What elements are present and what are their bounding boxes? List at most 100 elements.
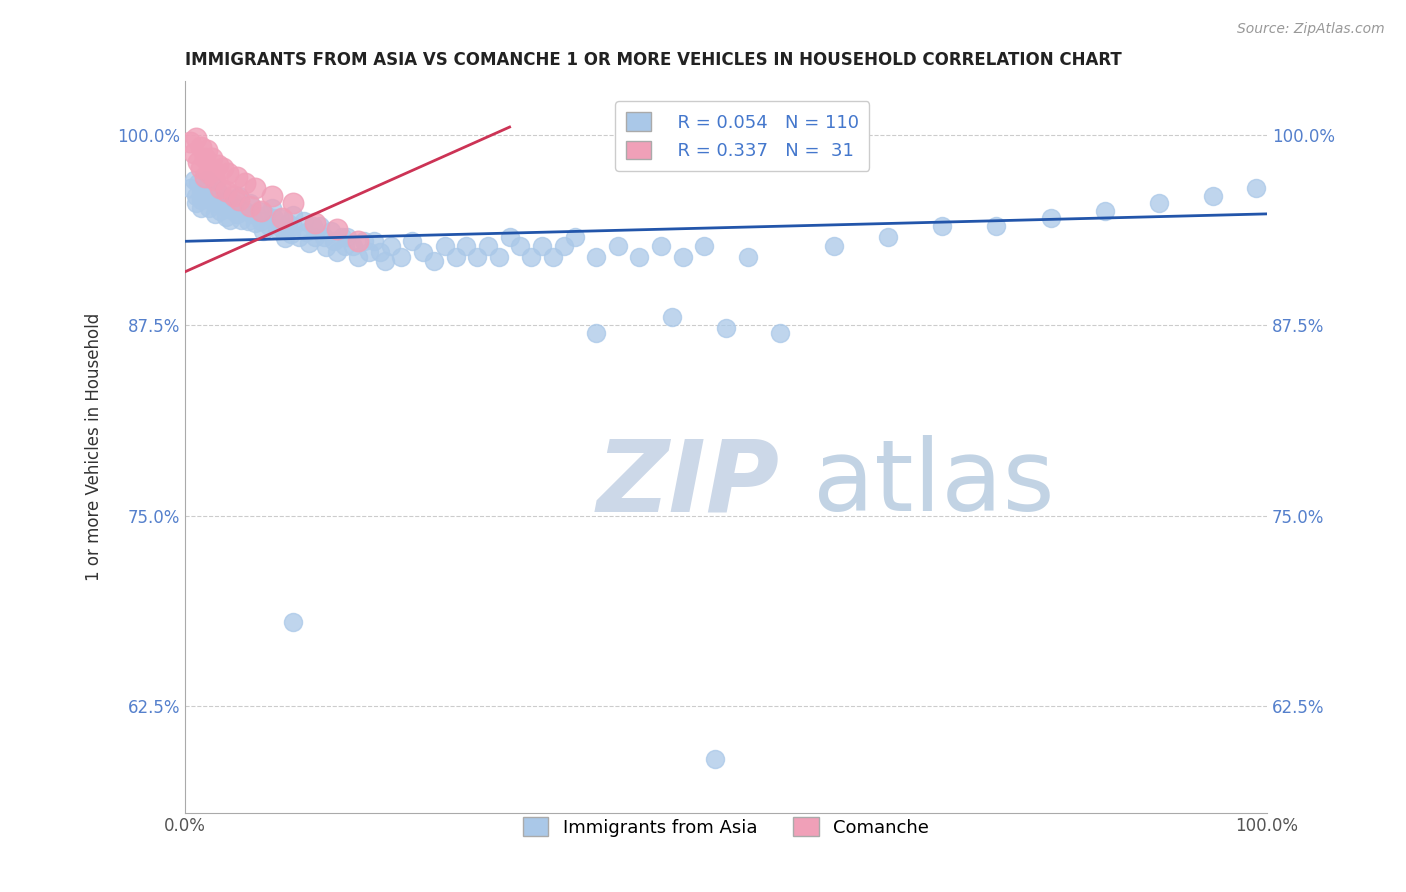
Point <box>193 192 215 206</box>
Point <box>553 239 575 253</box>
Point <box>226 207 249 221</box>
Point <box>325 222 347 236</box>
Point <box>304 216 326 230</box>
Point <box>193 151 215 165</box>
Point <box>1202 188 1225 202</box>
Point <box>263 211 285 226</box>
Point <box>228 193 250 207</box>
Point <box>737 250 759 264</box>
Point <box>412 244 434 259</box>
Point <box>254 208 277 222</box>
Point <box>456 239 478 253</box>
Point <box>245 181 267 195</box>
Point <box>1039 211 1062 226</box>
Point <box>298 235 321 250</box>
Point <box>190 161 212 176</box>
Point <box>190 140 212 154</box>
Point <box>219 213 242 227</box>
Point <box>207 158 229 172</box>
Point <box>212 161 235 176</box>
Point <box>304 229 326 244</box>
Point <box>179 136 201 150</box>
Point <box>247 203 270 218</box>
Point <box>198 166 221 180</box>
Point <box>183 145 205 160</box>
Point <box>363 235 385 249</box>
Point <box>287 229 309 244</box>
Point <box>347 250 370 264</box>
Point <box>184 188 207 202</box>
Point <box>187 177 209 191</box>
Point <box>187 155 209 169</box>
Point <box>215 184 238 198</box>
Point <box>444 250 467 264</box>
Point <box>661 310 683 325</box>
Point <box>283 208 305 222</box>
Text: atlas: atlas <box>813 435 1054 532</box>
Point <box>401 235 423 249</box>
Point <box>190 193 212 207</box>
Point <box>226 170 249 185</box>
Point <box>208 203 231 218</box>
Point <box>249 214 271 228</box>
Point <box>380 239 402 253</box>
Point <box>260 201 283 215</box>
Point <box>228 188 250 202</box>
Point <box>520 250 543 264</box>
Point <box>273 231 295 245</box>
Point <box>342 239 364 253</box>
Point <box>769 326 792 340</box>
Point <box>585 250 607 264</box>
Point <box>228 201 250 215</box>
Point <box>488 250 510 264</box>
Text: IMMIGRANTS FROM ASIA VS COMANCHE 1 OR MORE VEHICLES IN HOUSEHOLD CORRELATION CHA: IMMIGRANTS FROM ASIA VS COMANCHE 1 OR MO… <box>186 51 1122 69</box>
Point <box>628 250 651 264</box>
Text: ZIP: ZIP <box>596 435 779 532</box>
Point <box>222 188 245 202</box>
Point <box>353 235 375 249</box>
Point <box>347 235 370 249</box>
Point <box>222 196 245 211</box>
Point <box>233 177 256 191</box>
Point <box>672 250 695 264</box>
Point <box>283 615 305 629</box>
Point <box>650 239 672 253</box>
Point <box>498 229 520 244</box>
Point <box>295 225 318 239</box>
Point <box>368 244 391 259</box>
Point <box>217 202 239 217</box>
Point <box>184 130 207 145</box>
Point <box>198 201 221 215</box>
Point <box>423 254 446 268</box>
Point <box>333 239 356 253</box>
Point <box>693 239 716 253</box>
Point <box>283 219 305 233</box>
Point <box>193 181 215 195</box>
Point <box>269 211 291 226</box>
Point <box>280 227 302 241</box>
Point <box>208 181 231 195</box>
Point <box>315 240 337 254</box>
Point <box>877 229 900 244</box>
Point <box>1104 821 1126 835</box>
Point <box>292 214 315 228</box>
Point <box>319 224 342 238</box>
Y-axis label: 1 or more Vehicles in Household: 1 or more Vehicles in Household <box>86 313 103 581</box>
Point <box>195 173 218 187</box>
Point <box>190 186 212 200</box>
Text: Source: ZipAtlas.com: Source: ZipAtlas.com <box>1237 22 1385 37</box>
Point <box>283 196 305 211</box>
Point <box>201 151 224 165</box>
Point <box>585 326 607 340</box>
Point <box>212 199 235 213</box>
Point <box>233 203 256 218</box>
Point <box>190 201 212 215</box>
Point <box>215 210 238 224</box>
Point <box>374 254 396 268</box>
Point <box>433 239 456 253</box>
Point <box>195 143 218 157</box>
Point <box>217 192 239 206</box>
Point <box>325 244 347 259</box>
Point <box>477 239 499 253</box>
Point <box>312 229 335 244</box>
